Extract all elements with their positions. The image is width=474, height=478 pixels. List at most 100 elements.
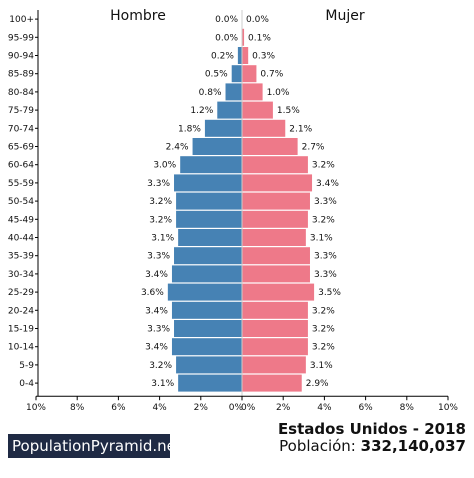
age-label: 90-94 (8, 52, 34, 62)
female-bar (242, 28, 245, 46)
population-value: 332,140,037 (360, 437, 466, 455)
age-label: 40-44 (8, 234, 34, 244)
male-value-label: 0.2% (211, 52, 234, 62)
male-bar (231, 65, 242, 83)
male-value-label: 3.3% (147, 252, 170, 262)
male-value-label: 1.2% (190, 106, 213, 116)
female-bar (242, 47, 249, 64)
female-value-label: 2.9% (306, 379, 329, 389)
male-bar (204, 119, 242, 137)
age-label: 10-14 (8, 343, 34, 353)
female-bar (242, 338, 308, 356)
female-value-label: 3.2% (312, 343, 335, 353)
age-label: 15-19 (8, 325, 34, 335)
age-label: 55-59 (8, 179, 34, 189)
female-value-label: 3.2% (312, 325, 335, 335)
pyramid-svg: Hombre Mujer 100+ 0.0% 0.0% 95-99 0.0% 0.1% 90-9… (8, 8, 459, 413)
male-bar (171, 338, 242, 356)
male-bar (174, 320, 242, 337)
age-label: 65-69 (8, 143, 34, 153)
female-value-label: 3.5% (318, 288, 341, 298)
female-value-label: 0.3% (252, 52, 275, 62)
female-value-label: 2.7% (302, 143, 325, 153)
female-value-label: 3.3% (314, 252, 337, 262)
male-value-label: 3.1% (151, 234, 174, 244)
female-value-label: 3.1% (310, 361, 333, 371)
female-value-label: 0.1% (248, 33, 271, 43)
age-label: 70-74 (8, 124, 34, 134)
population-label: Población: (279, 437, 356, 455)
age-label: 35-39 (8, 252, 34, 262)
male-value-label: 0.0% (215, 33, 238, 43)
x-tick-label: 0% (229, 403, 244, 413)
female-value-label: 3.1% (310, 234, 333, 244)
x-tick-label: 6% (111, 403, 126, 413)
population-line: Población: 332,140,037 (279, 437, 466, 455)
female-bar (242, 65, 257, 83)
male-value-label: 0.8% (199, 88, 222, 98)
female-bar (242, 265, 310, 283)
male-bar (225, 83, 242, 101)
female-value-label: 0.0% (246, 15, 269, 25)
female-bar (242, 374, 302, 392)
female-bar (242, 210, 308, 228)
x-tick-label: 0% (241, 403, 256, 413)
female-bar (242, 320, 308, 337)
male-value-label: 3.3% (147, 325, 170, 335)
male-value-label: 0.0% (215, 15, 238, 25)
x-tick-label: 4% (317, 403, 332, 413)
age-label: 45-49 (8, 215, 34, 225)
male-bar (176, 192, 242, 210)
male-bar (174, 174, 242, 192)
female-value-label: 3.3% (314, 197, 337, 207)
female-bar (242, 156, 308, 174)
female-bar (242, 101, 273, 119)
age-label: 0-4 (19, 379, 34, 389)
age-label: 75-79 (8, 106, 34, 116)
female-bar (242, 283, 315, 301)
female-value-label: 3.3% (314, 270, 337, 280)
female-value-label: 1.0% (267, 88, 290, 98)
male-bar (192, 138, 242, 155)
x-tick-label: 2% (276, 403, 291, 413)
female-bar (242, 138, 298, 155)
age-label: 100+ (9, 15, 34, 25)
male-bar (174, 247, 242, 265)
female-bar (242, 119, 286, 137)
age-label: 50-54 (8, 197, 34, 207)
female-value-label: 3.4% (316, 179, 339, 189)
male-bar (176, 356, 242, 374)
female-bar (242, 229, 306, 246)
x-tick-label: 2% (194, 403, 209, 413)
male-value-label: 2.4% (166, 143, 189, 153)
x-tick-label: 10% (438, 403, 458, 413)
female-value-label: 2.1% (289, 124, 312, 134)
male-bar (217, 101, 242, 119)
male-bar (171, 301, 242, 319)
age-label: 85-89 (8, 70, 34, 80)
male-value-label: 3.2% (149, 361, 172, 371)
brand-text: PopulationPyramid.net (12, 437, 182, 455)
male-value-label: 3.3% (147, 179, 170, 189)
male-value-label: 3.2% (149, 197, 172, 207)
age-label: 25-29 (8, 288, 34, 298)
female-bar (242, 192, 310, 210)
female-bar (242, 356, 306, 374)
female-value-label: 3.2% (312, 161, 335, 171)
male-bar (178, 229, 242, 246)
age-label: 95-99 (8, 33, 34, 43)
male-value-label: 3.4% (145, 343, 168, 353)
age-label: 80-84 (8, 88, 34, 98)
female-bar (242, 83, 263, 101)
age-label: 60-64 (8, 161, 34, 171)
x-tick-label: 10% (26, 403, 46, 413)
age-label: 30-34 (8, 270, 34, 280)
x-tick-label: 6% (358, 403, 373, 413)
x-tick-label: 4% (152, 403, 167, 413)
male-bar (178, 374, 242, 392)
female-bar (242, 301, 308, 319)
legend-female: Mujer (325, 8, 364, 24)
age-label: 20-24 (8, 306, 34, 316)
brand-logo[interactable]: PopulationPyramid.net (8, 434, 182, 458)
